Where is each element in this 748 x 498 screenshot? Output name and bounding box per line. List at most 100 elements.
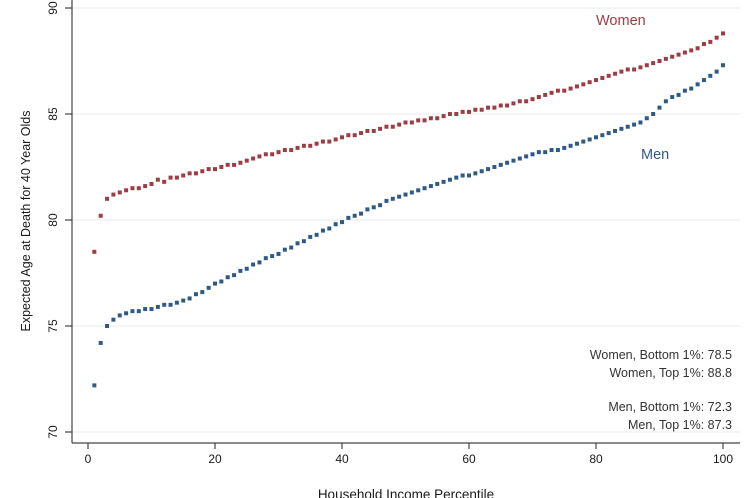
data-point-men [505,160,510,165]
x-tick-label: 20 [208,452,222,466]
data-point-men [644,116,649,121]
data-point-women [276,150,281,155]
data-point-men [543,150,548,155]
data-point-women [397,122,402,127]
data-point-men [219,279,224,284]
y-tick-label: 85 [46,107,60,121]
data-point-men [638,120,643,125]
data-point-women [340,135,344,140]
data-point-women [206,167,211,172]
data-point-men [251,262,256,267]
data-point-women [657,59,662,63]
data-point-women [632,67,637,72]
data-point-women [486,105,491,110]
data-point-men [327,226,332,231]
series-label-women: Women [596,13,646,29]
data-point-women [613,71,618,76]
data-point-men [562,145,567,150]
annotation-block: Women, Bottom 1%: 78.5 Women, Top 1%: 88… [590,346,732,434]
data-point-men [682,88,687,93]
data-point-men [663,99,668,104]
data-point-men [384,198,389,203]
data-point-men [111,317,116,322]
annotation-men-bottom: Men, Bottom 1%: 72.3 [608,400,732,414]
data-point-women [105,196,110,201]
data-point-women [505,103,510,108]
data-point-men [308,234,313,239]
data-point-women [416,118,421,123]
data-point-men [92,383,97,388]
data-point-men [314,232,319,237]
data-point-women [422,118,427,123]
data-point-women [301,143,306,148]
data-point-men [136,309,141,314]
data-point-men [270,254,275,259]
data-point-men [460,173,465,178]
data-point-women [536,95,541,100]
data-point-women [625,67,630,72]
data-point-women [320,139,325,144]
data-point-women [219,165,224,169]
data-point-women [174,175,179,180]
data-point-men [613,128,618,133]
data-point-women [473,107,478,112]
data-point-men [352,213,357,218]
data-point-women [701,42,706,47]
data-point-men [428,184,433,189]
data-point-women [289,148,294,153]
data-point-men [149,307,154,312]
data-point-women [562,88,567,93]
data-point-men [181,298,186,303]
data-point-women [168,175,173,180]
data-point-women [403,120,408,125]
data-point-women [251,156,256,161]
data-point-men [676,92,681,97]
data-point-men [657,105,662,110]
data-point-men [276,251,281,256]
data-point-women [644,63,649,68]
data-point-men [320,228,325,233]
data-point-women [327,139,332,144]
data-point-women [352,133,357,138]
data-point-men [536,150,541,155]
data-point-men [600,133,605,138]
data-point-women [244,158,249,163]
data-point-women [574,84,579,89]
data-point-men [359,211,364,216]
data-point-women [143,184,148,189]
data-point-women [257,154,262,159]
data-point-men [651,112,656,116]
data-point-men [454,175,459,180]
data-point-women [117,190,122,195]
data-point-men [447,177,452,182]
data-point-women [549,90,554,95]
data-point-men [105,324,110,328]
data-point-men [581,139,586,144]
data-point-women [600,75,605,80]
data-point-men [365,207,370,212]
data-point-women [543,92,548,97]
data-point-men [168,302,173,307]
data-point-men [524,154,529,159]
x-axis-title: Household Income Percentile [317,487,495,498]
data-point-women [454,112,459,116]
data-point-women [187,171,192,176]
data-point-women [225,162,230,167]
data-point-men [155,304,160,309]
data-point-men [143,307,148,312]
data-point-men [98,340,103,345]
data-point-men [301,239,306,244]
data-point-men [200,290,205,295]
data-point-women [390,124,395,129]
data-point-men [282,247,287,252]
data-point-women [92,249,97,254]
data-point-women [193,171,198,176]
data-point-women [346,133,351,138]
data-point-men [257,260,262,265]
data-point-men [403,192,408,197]
data-point-men [289,245,294,250]
data-point-women [111,192,116,197]
annotation-men-top: Men, Top 1%: 87.3 [627,418,732,432]
